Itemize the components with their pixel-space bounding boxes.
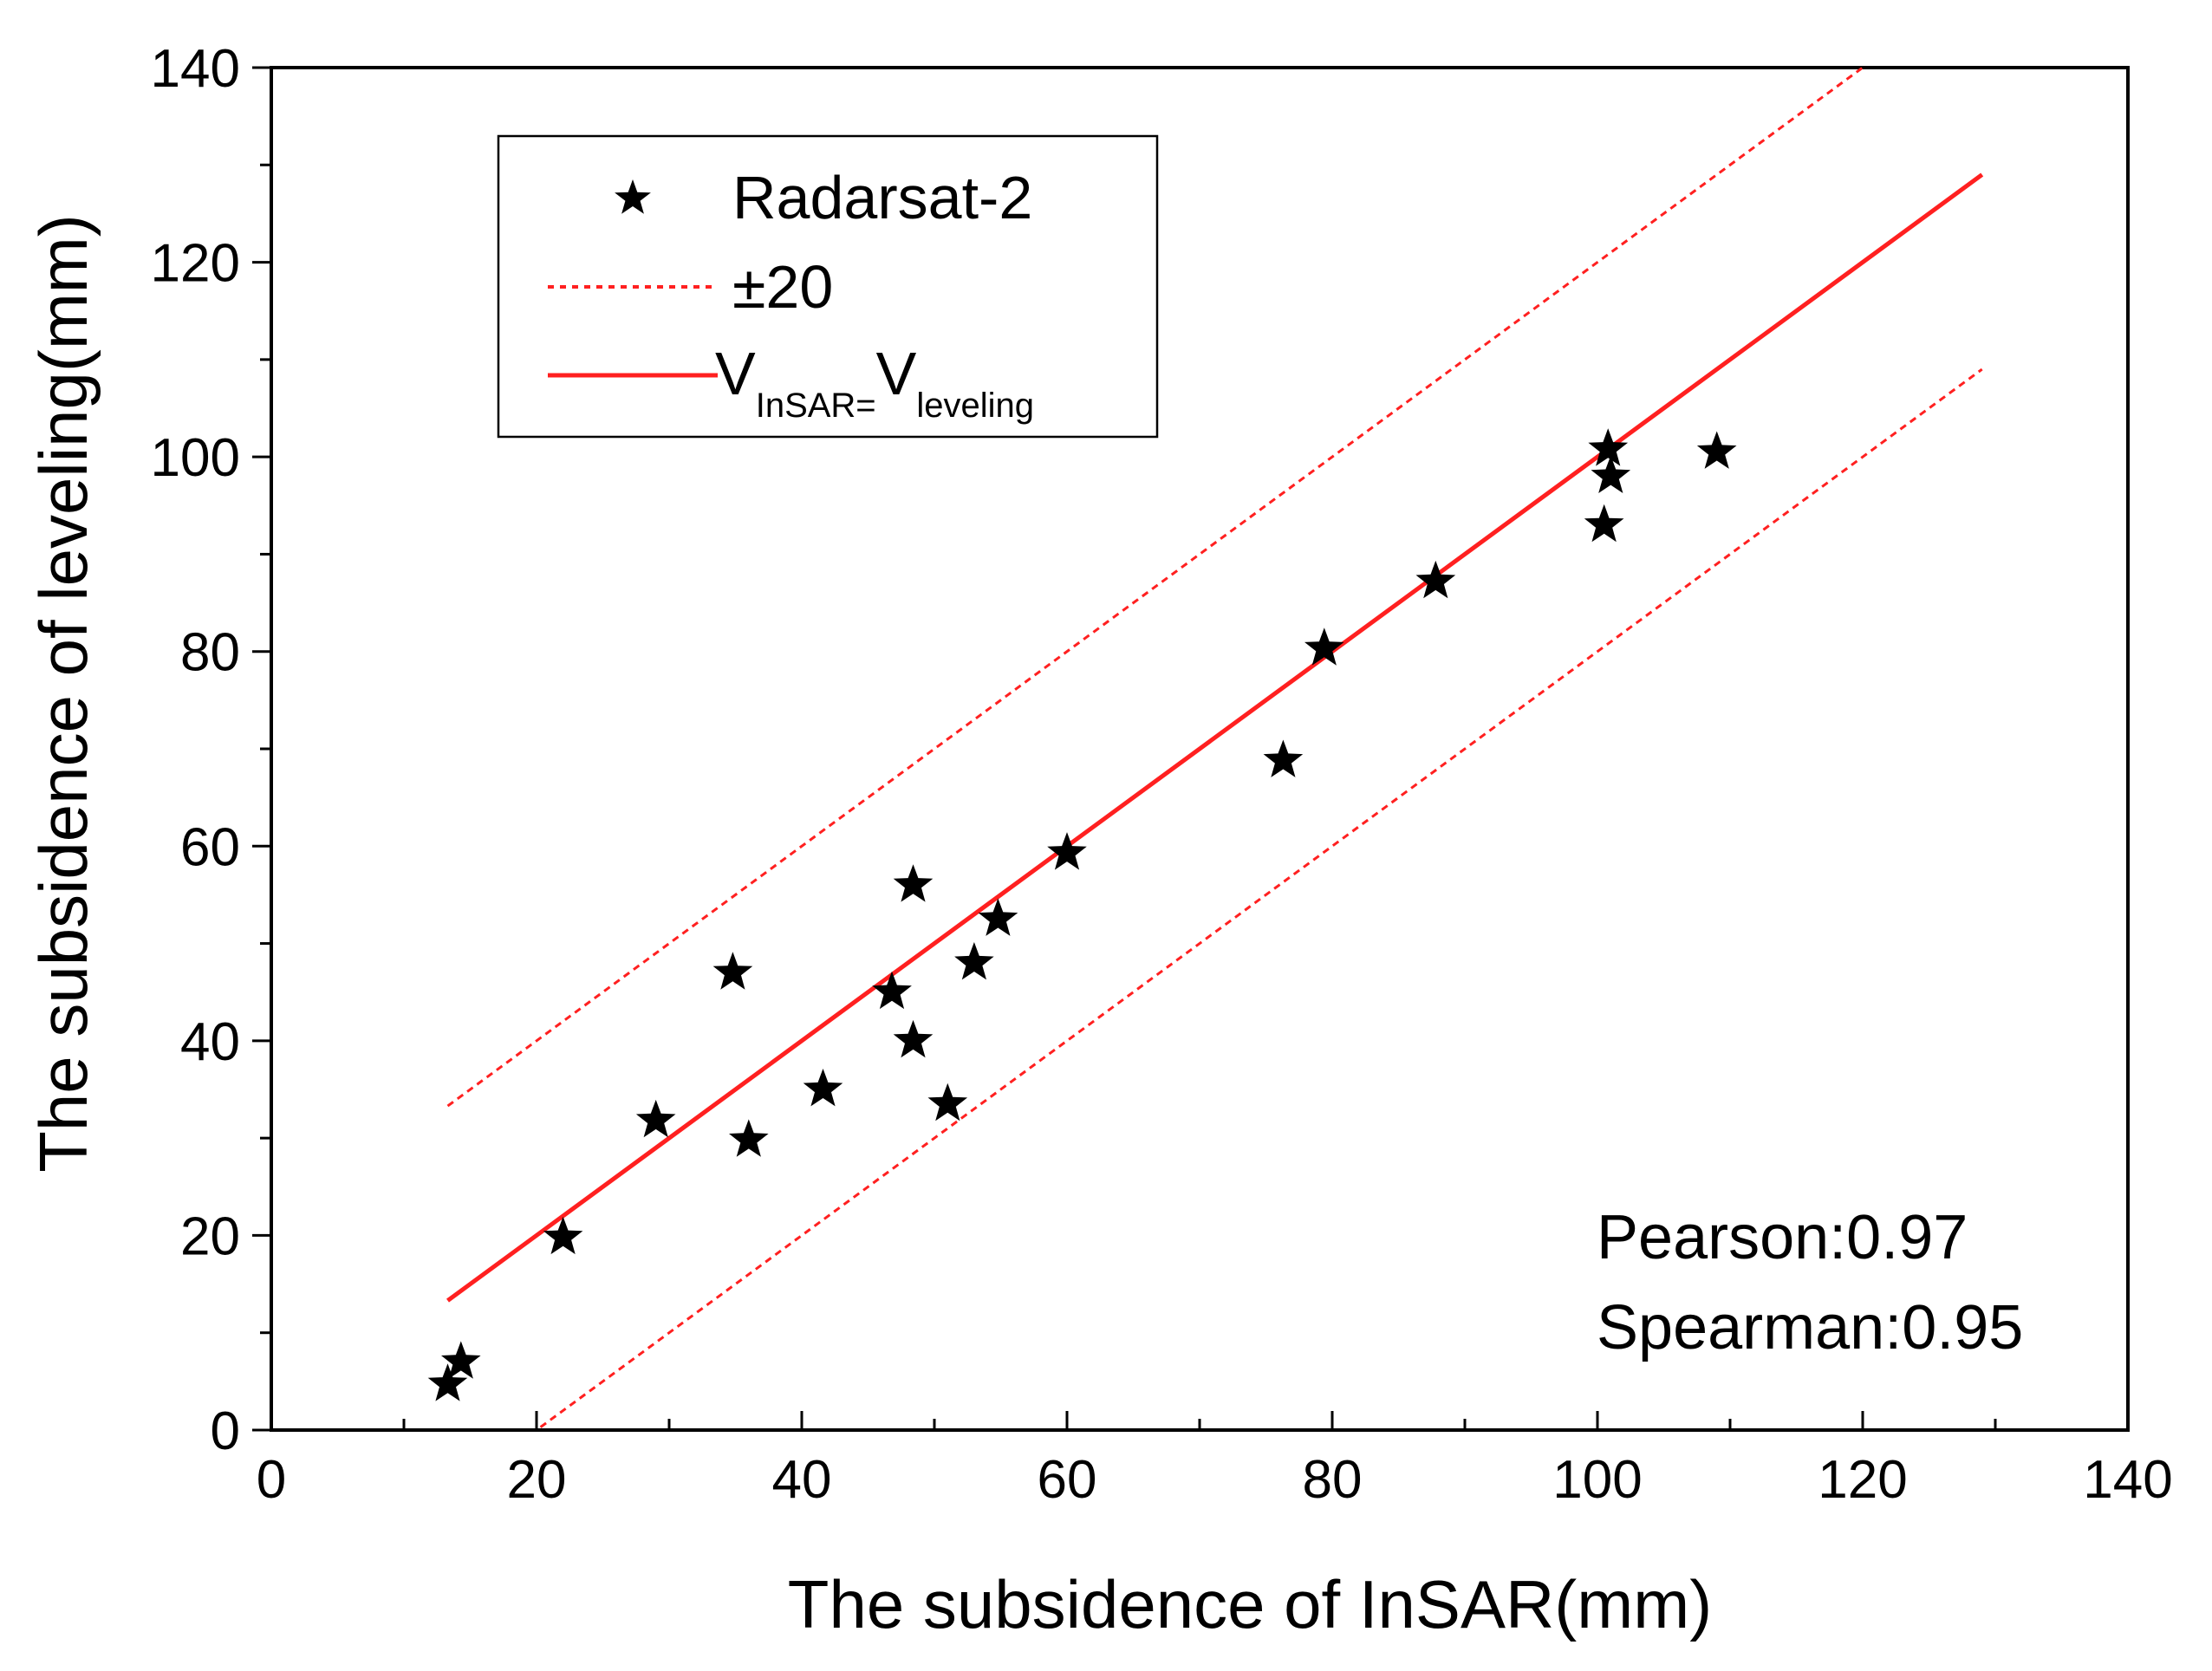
data-point-star: [803, 1069, 843, 1107]
one-to-one-line: [446, 172, 1984, 1303]
tolerance-line: [446, 66, 1864, 1108]
data-point-star: [1696, 431, 1737, 469]
data-point-star: [954, 942, 994, 980]
data-points: [427, 428, 1737, 1401]
legend-label-sub-insar: InSAR=: [756, 387, 876, 425]
data-point-star: [893, 1019, 934, 1058]
x-tick-label: 140: [2083, 1450, 2172, 1510]
data-point-star: [712, 952, 753, 990]
y-tick-label: 0: [211, 1401, 240, 1461]
data-point-star: [729, 1119, 769, 1157]
reference-lines: [446, 66, 1984, 1428]
legend-label-equality: VInSAR=Vleveling: [715, 340, 1034, 425]
legend-star-marker: [615, 179, 651, 214]
y-axis-title: The subsidence of leveling(mm): [25, 214, 101, 1172]
data-point-star: [1591, 455, 1631, 493]
data-point-star: [543, 1216, 583, 1255]
data-point-star: [1415, 560, 1456, 599]
data-point-star: [927, 1083, 968, 1122]
x-tick-label: 120: [1818, 1450, 1907, 1510]
legend-label-radarsat: Radarsat-2: [732, 164, 1032, 231]
legend: Radarsat-2 ±20 VInSAR=Vleveling: [497, 134, 1159, 439]
y-tick-label: 20: [180, 1206, 240, 1266]
legend-label-pm20: ±20: [732, 253, 833, 321]
tolerance-line: [539, 367, 1983, 1428]
y-tick-label: 60: [180, 817, 240, 877]
y-tick-label: 100: [151, 428, 240, 488]
data-point-star: [427, 1363, 468, 1401]
y-tick-label: 120: [151, 234, 240, 294]
axis-ticks: [252, 66, 2130, 1432]
x-tick-label: 20: [507, 1450, 567, 1510]
legend-label-sub-leveling: leveling: [916, 387, 1034, 425]
legend-star-icon: [615, 179, 651, 214]
x-axis-title: The subsidence of InSAR(mm): [788, 1566, 1712, 1642]
y-tick-label: 140: [151, 39, 240, 99]
x-tick-label: 60: [1038, 1450, 1097, 1510]
x-tick-label: 80: [1303, 1450, 1363, 1510]
x-tick-label: 40: [772, 1450, 832, 1510]
legend-label-v1: V: [715, 340, 756, 407]
data-point-star: [893, 864, 934, 902]
axis-tick-labels: 0 20 40 60 80 100 120 140 0 20 40 60 80 100 120 140: [151, 39, 2173, 1510]
legend-label-v2: V: [876, 340, 917, 407]
data-point-star: [1588, 428, 1629, 466]
data-point-star: [872, 971, 912, 1010]
data-point-star: [441, 1341, 481, 1379]
y-tick-label: 40: [180, 1012, 240, 1072]
data-point-star: [978, 898, 1018, 936]
data-point-star: [1584, 504, 1624, 543]
legend-box: [497, 134, 1159, 439]
x-tick-label: 100: [1552, 1450, 1642, 1510]
pearson-annotation: Pearson:0.97: [1597, 1203, 1968, 1272]
data-point-star: [635, 1099, 676, 1138]
y-tick-label: 80: [180, 623, 240, 683]
spearman-annotation: Spearman:0.95: [1597, 1293, 2023, 1362]
x-tick-label: 0: [257, 1450, 286, 1510]
data-point-star: [1263, 739, 1304, 777]
data-point-star: [1304, 627, 1344, 666]
data-point-star: [1047, 832, 1087, 870]
